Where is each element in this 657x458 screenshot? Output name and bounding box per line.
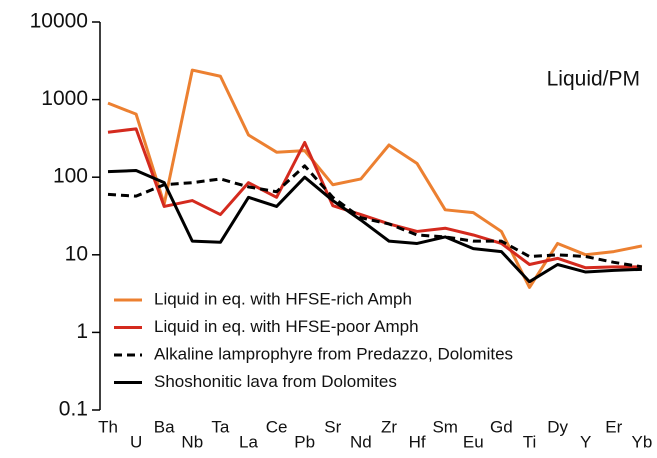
series-line: [107, 168, 642, 284]
y-tick-label: 10000: [30, 10, 88, 33]
legend-label: Alkaline lamprophyre from Predazzo, Dolo…: [154, 344, 513, 363]
x-tick-label: Eu: [463, 432, 484, 451]
y-tick-label: 0.1: [59, 398, 88, 421]
x-tick-label: La: [239, 432, 258, 451]
x-tick-label: Hf: [409, 432, 426, 451]
x-tick-label: Ba: [154, 417, 175, 436]
x-tick-label: Sm: [432, 417, 458, 436]
x-tick-label: Pb: [294, 432, 315, 451]
x-tick-label: Yb: [632, 432, 653, 451]
x-tick-label: Gd: [490, 417, 513, 436]
x-tick-label: Ta: [211, 417, 230, 436]
annotation: Liquid/PM: [547, 68, 640, 91]
y-tick-label: 1000: [41, 87, 88, 110]
x-tick-label: Y: [580, 432, 591, 451]
x-tick-label: Dy: [547, 417, 568, 436]
x-tick-label: Sr: [324, 417, 341, 436]
y-tick-label: 10: [65, 242, 88, 265]
y-tick-label: 1: [76, 320, 88, 343]
x-tick-label: Nd: [350, 432, 372, 451]
y-tick-label: 100: [53, 165, 88, 188]
series-line: [107, 127, 642, 270]
x-tick-label: Th: [98, 417, 118, 436]
x-tick-label: Nb: [181, 432, 203, 451]
x-tick-label: U: [130, 432, 142, 451]
legend-label: Shoshonitic lava from Dolomites: [154, 372, 397, 391]
x-tick-label: Er: [605, 417, 622, 436]
series-line: [107, 68, 643, 289]
legend-label: Liquid in eq. with HFSE-poor Amph: [154, 317, 419, 336]
x-tick-label: Ce: [266, 417, 288, 436]
x-tick-label: Ti: [523, 432, 537, 451]
x-tick-label: Zr: [381, 417, 397, 436]
series-line: [107, 164, 643, 269]
legend-label: Liquid in eq. with HFSE-rich Amph: [154, 289, 412, 308]
